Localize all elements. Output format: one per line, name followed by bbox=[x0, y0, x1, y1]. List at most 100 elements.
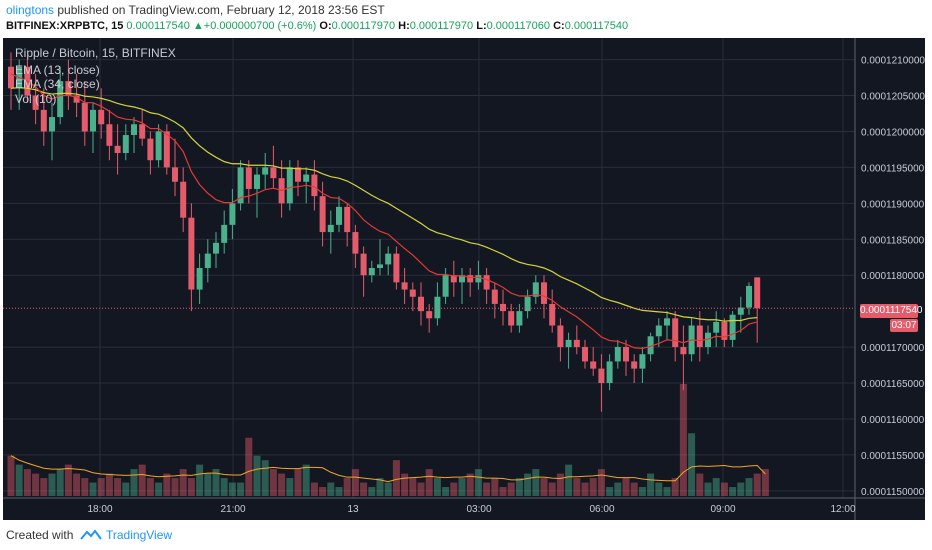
volume-bar bbox=[499, 487, 507, 496]
candle-body bbox=[131, 124, 137, 136]
candle-body bbox=[254, 174, 260, 189]
price-chart[interactable]: 0.0001210000 0.0001205000 0.0001200000 0.00… bbox=[3, 38, 925, 520]
tradingview-link[interactable]: TradingView bbox=[106, 528, 173, 542]
candle-body bbox=[295, 167, 301, 182]
volume-bar bbox=[638, 487, 646, 496]
candle-body bbox=[344, 206, 351, 233]
volume-bar bbox=[458, 478, 466, 496]
candle-body bbox=[163, 131, 170, 168]
volume-bar bbox=[409, 478, 417, 496]
volume-bar bbox=[7, 455, 15, 496]
volume-bar bbox=[663, 487, 671, 496]
legend-ema34[interactable]: EMA (34, close) bbox=[15, 77, 100, 91]
volume-bar bbox=[187, 478, 195, 496]
candle-body bbox=[188, 217, 195, 290]
author-link[interactable]: olingtons bbox=[6, 3, 55, 17]
candle-body bbox=[196, 268, 203, 290]
candle-body bbox=[122, 135, 129, 153]
volume-bar bbox=[294, 469, 302, 496]
bar-countdown: 03:07 bbox=[890, 319, 918, 332]
candle-body bbox=[401, 282, 408, 290]
candle-body bbox=[57, 81, 64, 118]
candle-body bbox=[557, 325, 564, 348]
volume-bar bbox=[204, 473, 212, 496]
chart-grid bbox=[3, 38, 855, 498]
price-tick-label: 0.0001180000 bbox=[861, 271, 925, 282]
legend-ema13[interactable]: EMA (13, close) bbox=[15, 62, 100, 77]
volume-bar bbox=[581, 482, 589, 496]
volume-bar bbox=[32, 473, 40, 496]
volume-bar bbox=[351, 469, 359, 496]
candle-body bbox=[426, 311, 433, 319]
volume-bar bbox=[23, 469, 31, 496]
candle-body bbox=[8, 66, 14, 89]
volume-bar bbox=[417, 482, 425, 496]
candle-body bbox=[623, 347, 629, 362]
candle-body bbox=[606, 361, 613, 383]
candle-body bbox=[327, 224, 334, 233]
candle-body bbox=[319, 196, 326, 233]
candle-body bbox=[147, 138, 154, 161]
candle-body bbox=[549, 303, 556, 326]
candles bbox=[8, 52, 761, 412]
volume-bar bbox=[15, 464, 23, 496]
close-label: C: bbox=[553, 20, 565, 32]
volume-bar bbox=[630, 482, 638, 496]
chart-pane[interactable]: 0.0001210000 0.0001205000 0.0001200000 0.00… bbox=[3, 38, 925, 520]
time-tick-label: 06:00 bbox=[589, 504, 614, 515]
candle-body bbox=[204, 253, 211, 268]
volume-bar bbox=[474, 469, 482, 496]
volume-bar bbox=[622, 478, 630, 496]
volume-bar bbox=[40, 478, 48, 496]
volume-bar bbox=[327, 482, 335, 496]
ema13-line bbox=[10, 73, 758, 350]
up-arrow-icon: ▲ bbox=[192, 20, 204, 32]
volume-bar bbox=[466, 473, 474, 496]
time-tick-label: 13 bbox=[347, 504, 359, 515]
price-tick-label: 0.0001205000 bbox=[861, 92, 925, 103]
candle-body bbox=[172, 167, 178, 182]
candle-body bbox=[229, 203, 236, 225]
volume-bar bbox=[540, 478, 548, 496]
candle-body bbox=[336, 206, 342, 225]
candle-body bbox=[32, 95, 39, 110]
volume-bar bbox=[130, 469, 138, 496]
volume-bar bbox=[392, 460, 400, 496]
candle-body bbox=[245, 167, 252, 189]
volume-bar bbox=[573, 478, 581, 496]
current-price-label: 0.0001117540 bbox=[860, 304, 923, 318]
legend-volume[interactable]: Vol (10) bbox=[15, 91, 57, 106]
price-tick-label: 0.0001170000 bbox=[861, 343, 925, 354]
volume-bar bbox=[286, 478, 294, 496]
volume-bar bbox=[261, 460, 269, 496]
candle-body bbox=[237, 167, 244, 204]
volume-bar bbox=[368, 487, 376, 496]
candle-body bbox=[73, 95, 80, 103]
price-tick-label: 0.0001150000 bbox=[861, 487, 925, 498]
volume-bar bbox=[483, 482, 491, 496]
candle-body bbox=[65, 81, 72, 96]
candle-body bbox=[114, 145, 121, 153]
candle-body bbox=[746, 285, 752, 308]
candle-body bbox=[459, 275, 465, 283]
volume-bar bbox=[335, 487, 343, 496]
price-tick-label: 0.0001165000 bbox=[861, 379, 925, 390]
candle-body bbox=[221, 224, 228, 243]
candle-body bbox=[729, 314, 736, 340]
volume-bar bbox=[401, 473, 409, 496]
candle-body bbox=[90, 109, 96, 132]
candle-body bbox=[664, 318, 670, 326]
low-value: 0.000117060 bbox=[486, 20, 551, 32]
candle-body bbox=[303, 174, 310, 182]
volume-bar bbox=[442, 487, 450, 496]
price-tick-label: 0.0001185000 bbox=[861, 235, 925, 246]
candle-body bbox=[541, 282, 547, 304]
volume-bar bbox=[491, 478, 499, 496]
volume-bar bbox=[163, 473, 171, 496]
candle-body bbox=[639, 354, 646, 369]
published-text: published on TradingView.com, February 1… bbox=[54, 3, 385, 17]
candle-body bbox=[516, 311, 523, 326]
candle-body bbox=[377, 264, 383, 268]
time-tick-label: 03:00 bbox=[466, 504, 491, 515]
volume-bar bbox=[56, 469, 64, 496]
